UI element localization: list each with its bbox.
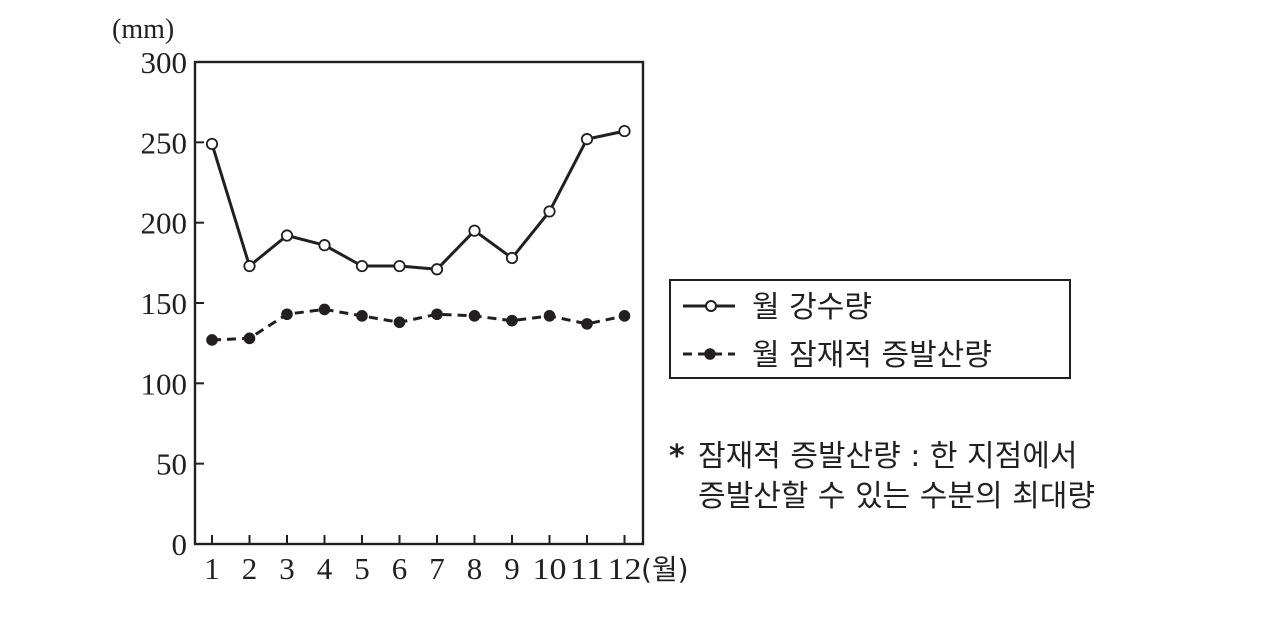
series-0-point-9 <box>543 205 556 218</box>
x-tick-label-4: 5 <box>354 551 370 586</box>
series-0-point-10 <box>580 133 594 146</box>
legend-marker-precip <box>705 300 717 312</box>
x-tick-label-9: 10 <box>533 551 567 586</box>
footnote: * 잠재적 증발산량 : 한 지점에서 증발산할 수 있는 수분의 최대량 <box>669 439 1095 514</box>
series-0-point-0 <box>205 137 219 151</box>
x-tick-label-5: 6 <box>392 551 408 586</box>
series-1-point-2 <box>281 308 293 321</box>
legend: 월 강수량 월 잠재적 증발산량 <box>669 279 1071 379</box>
x-tick-label-11: 12 <box>608 551 642 586</box>
series-0-point-6 <box>430 263 444 276</box>
x-tick-label-2: 3 <box>279 551 295 586</box>
footnote-line-1: 잠재적 증발산량 : 한 지점에서 <box>698 439 1077 474</box>
x-tick-label-1: 2 <box>242 551 258 586</box>
y-unit-label: (mm) <box>112 14 174 45</box>
series-0-point-11 <box>618 124 631 138</box>
legend-label-pet: 월 잠재적 증발산량 <box>752 338 992 373</box>
y-tick-label-6: 300 <box>141 45 188 80</box>
series-0-point-5 <box>393 259 406 273</box>
y-tick-label-3: 150 <box>141 286 188 321</box>
y-tick-label-0: 0 <box>172 527 188 562</box>
x-tick-label-8: 9 <box>504 551 520 586</box>
series-0-point-1 <box>243 259 256 273</box>
x-unit-label: (월) <box>641 553 689 586</box>
legend-marker-pet <box>704 348 716 360</box>
y-tick-label-4: 200 <box>141 206 188 241</box>
y-axis: 0 50 100 150 200 250 300 <box>141 45 204 562</box>
series-0-point-7 <box>468 224 481 237</box>
series-line-0 <box>210 129 625 271</box>
footnote-line-2: 증발산할 수 있는 수분의 최대량 <box>698 479 1095 514</box>
series-1-point-0 <box>206 334 218 346</box>
x-tick-label-10: 11 <box>570 551 604 586</box>
y-tick-label-2: 100 <box>141 366 188 401</box>
y-tick-label-1: 50 <box>156 447 187 482</box>
series-1-point-3 <box>318 303 331 316</box>
series-1-point-7 <box>468 310 481 322</box>
x-tick-label-3: 4 <box>317 551 333 586</box>
legend-box <box>669 279 1071 379</box>
y-tick-label-5: 250 <box>141 125 188 160</box>
x-tick-label-6: 7 <box>429 551 445 586</box>
series-1-point-10 <box>581 318 593 330</box>
series-1-point-1 <box>243 332 256 345</box>
series-layer <box>205 124 631 346</box>
series-line-1 <box>211 307 625 342</box>
series-1-point-6 <box>431 308 443 321</box>
series-1-point-8 <box>506 314 518 327</box>
footnote-marker: * <box>669 439 685 474</box>
series-0-point-3 <box>318 239 331 252</box>
series-0-point-4 <box>355 259 369 273</box>
series-0-point-8 <box>505 251 519 265</box>
legend-label-precip: 월 강수량 <box>752 290 872 325</box>
series-1-point-9 <box>543 310 556 322</box>
series-0-point-2 <box>280 229 294 242</box>
x-tick-label-7: 8 <box>467 551 483 586</box>
plot-frame <box>193 60 645 546</box>
x-axis: 1 2 3 4 5 6 7 8 9 10 11 12 <box>204 535 642 586</box>
series-1-point-4 <box>356 310 368 322</box>
series-1-point-11 <box>618 310 631 322</box>
x-tick-label-0: 1 <box>204 551 220 586</box>
series-1-point-5 <box>393 316 406 329</box>
